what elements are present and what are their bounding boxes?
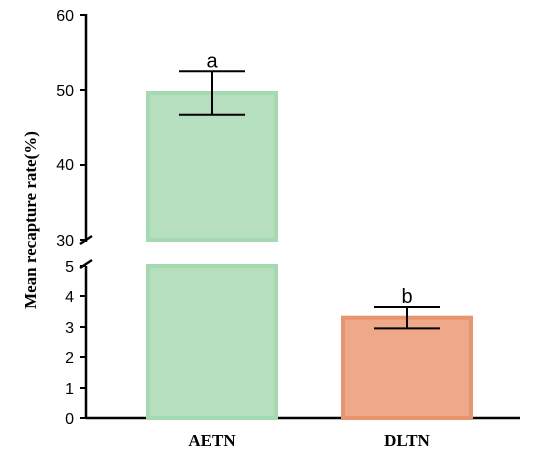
y-ticks-lower: 0 1 2 3 4 5 xyxy=(65,259,74,428)
y-tick-label: 3 xyxy=(65,320,74,337)
x-tick-label-dltn: DLTN xyxy=(384,431,430,450)
error-bar-dltn xyxy=(374,306,440,330)
y-tick-marks xyxy=(80,14,86,419)
y-tick-label: 30 xyxy=(56,233,74,250)
y-tick-label: 4 xyxy=(65,289,74,306)
significance-label-aetn: a xyxy=(206,50,218,72)
y-tick-label: 40 xyxy=(56,157,74,174)
error-bar-aetn xyxy=(179,70,245,116)
y-tick-label: 0 xyxy=(65,411,74,428)
bar-aetn-lower xyxy=(146,264,278,420)
y-tick-label: 50 xyxy=(56,83,74,100)
y-tick-label: 60 xyxy=(56,8,74,25)
bar-aetn-upper xyxy=(146,91,278,242)
significance-label-dltn: b xyxy=(401,286,412,308)
y-tick-label: 2 xyxy=(65,350,74,367)
y-tick-label: 1 xyxy=(65,381,74,398)
x-tick-label-aetn: AETN xyxy=(188,431,236,450)
y-tick-label: 5 xyxy=(65,259,74,276)
y-axis-title: Mean recapture rate(%) xyxy=(21,131,40,309)
y-ticks-upper: 30 40 50 60 xyxy=(56,8,74,250)
bar-dltn xyxy=(341,315,473,420)
